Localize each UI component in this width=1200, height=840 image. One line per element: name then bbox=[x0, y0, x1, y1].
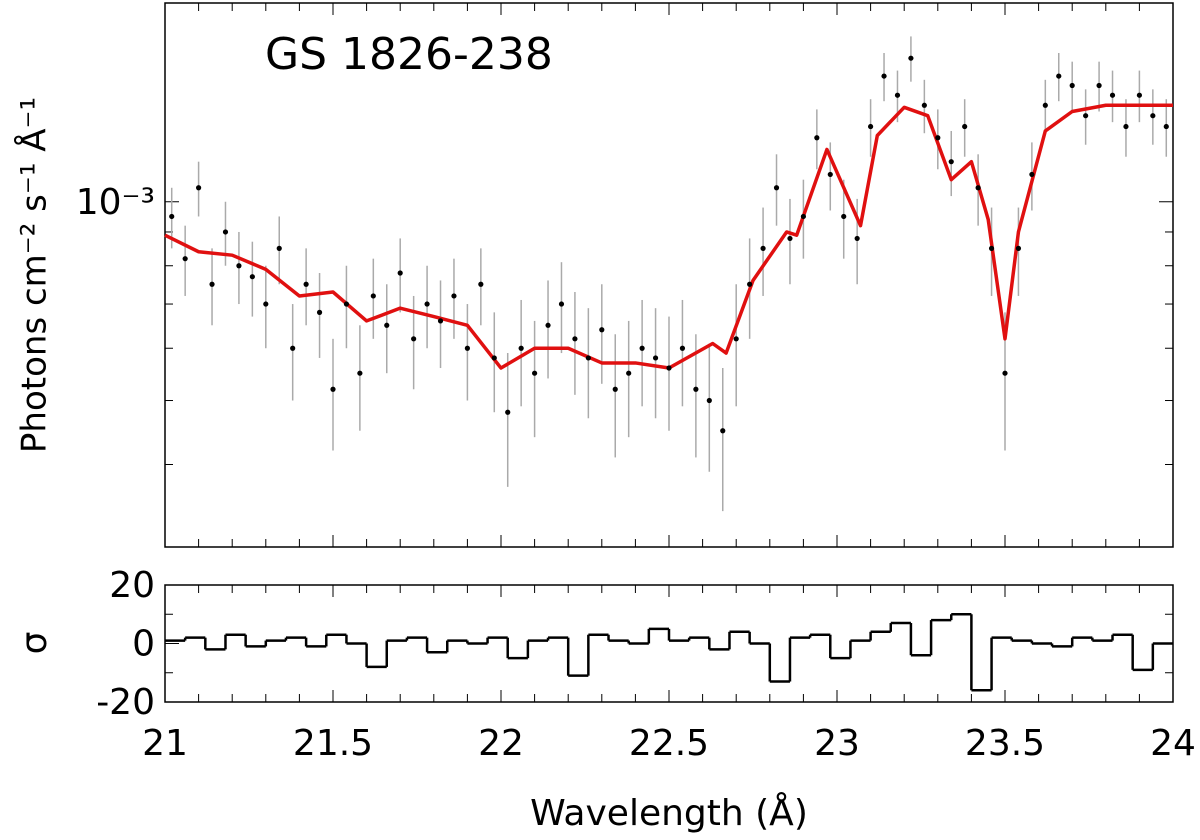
data-point bbox=[841, 213, 847, 220]
data-point bbox=[1136, 92, 1142, 98]
data-point bbox=[975, 185, 981, 191]
x-tick-label: 23 bbox=[814, 723, 860, 764]
data-point bbox=[720, 428, 726, 434]
data-point bbox=[894, 92, 901, 98]
data-point bbox=[545, 322, 551, 328]
data-point bbox=[303, 281, 309, 287]
data-point bbox=[693, 386, 699, 392]
data-point bbox=[1056, 73, 1062, 79]
data-point bbox=[988, 245, 995, 251]
data-point bbox=[599, 327, 605, 333]
data-point bbox=[612, 386, 618, 392]
data-point bbox=[733, 336, 739, 342]
top-frame bbox=[164, 2, 1174, 548]
y-tick-label: 10⁻³ bbox=[76, 182, 155, 223]
data-point bbox=[478, 281, 484, 287]
x-tick-label: 24 bbox=[1150, 723, 1196, 764]
data-point bbox=[1042, 102, 1048, 108]
data-point bbox=[814, 135, 820, 141]
data-point bbox=[182, 256, 188, 262]
data-point bbox=[787, 235, 793, 242]
data-point bbox=[169, 213, 175, 220]
data-point bbox=[881, 73, 887, 79]
data-point bbox=[1096, 82, 1102, 89]
data-point bbox=[921, 102, 927, 108]
data-point bbox=[236, 263, 242, 269]
data-point bbox=[437, 318, 444, 324]
bottom-frame bbox=[164, 584, 1174, 703]
data-point bbox=[1069, 82, 1075, 89]
data-point bbox=[962, 123, 968, 130]
data-point bbox=[196, 185, 202, 191]
data-point bbox=[666, 365, 672, 371]
data-point bbox=[263, 301, 269, 307]
x-axis-label: Wavelength (Å) bbox=[530, 791, 808, 834]
data-point bbox=[585, 355, 591, 361]
data-point bbox=[370, 293, 376, 299]
data-point bbox=[343, 301, 350, 307]
data-point bbox=[626, 370, 632, 376]
y-axis-label: Photons cm⁻² s⁻¹ Å⁻¹ bbox=[14, 97, 55, 453]
model-line bbox=[164, 103, 1173, 370]
data-point bbox=[464, 345, 470, 351]
x-tick-label: 23.5 bbox=[965, 723, 1045, 764]
data-point bbox=[652, 355, 659, 361]
annotation: GS 1826-238 bbox=[265, 29, 553, 80]
data-point bbox=[1083, 113, 1089, 119]
data-point bbox=[290, 345, 296, 351]
x-tick-label: 22 bbox=[478, 723, 524, 764]
x-tick-label: 21.5 bbox=[293, 723, 373, 764]
data-point bbox=[1015, 245, 1022, 251]
data-point bbox=[330, 386, 336, 392]
data-point bbox=[276, 245, 282, 251]
data-point bbox=[1163, 123, 1169, 130]
data-point bbox=[451, 293, 457, 299]
x-tick-label: 22.5 bbox=[629, 723, 709, 764]
data-point bbox=[357, 370, 363, 376]
data-point bbox=[222, 229, 229, 235]
data-point bbox=[1123, 123, 1129, 130]
data-point bbox=[491, 355, 497, 361]
data-point bbox=[558, 301, 565, 307]
data-point bbox=[706, 397, 712, 404]
data-point bbox=[935, 135, 941, 141]
data-point bbox=[1002, 370, 1008, 376]
data-point bbox=[908, 55, 914, 61]
data-point bbox=[1109, 92, 1116, 98]
data-point bbox=[518, 345, 524, 351]
y-tick-label: 20 bbox=[109, 565, 155, 606]
data-point bbox=[679, 345, 686, 351]
data-point bbox=[384, 322, 390, 328]
data-point bbox=[424, 301, 430, 307]
data-point bbox=[572, 336, 578, 342]
data-point bbox=[773, 185, 780, 191]
data-point bbox=[209, 281, 215, 287]
data-point bbox=[316, 309, 323, 315]
data-point bbox=[854, 235, 860, 242]
y-tick-label: -20 bbox=[96, 682, 155, 723]
data-point bbox=[505, 409, 511, 415]
data-point bbox=[800, 213, 807, 220]
data-point bbox=[948, 159, 954, 165]
data-point bbox=[397, 270, 403, 276]
data-point bbox=[532, 370, 538, 376]
x-tick-label: 21 bbox=[142, 723, 188, 764]
data-point bbox=[639, 345, 645, 351]
data-point bbox=[747, 281, 753, 287]
data-point bbox=[411, 336, 417, 342]
data-point bbox=[1029, 171, 1035, 178]
data-point bbox=[1150, 113, 1156, 119]
data-point bbox=[760, 245, 766, 251]
data-point bbox=[868, 123, 874, 130]
y-tick-label: 0 bbox=[132, 624, 155, 665]
data-point bbox=[827, 171, 833, 178]
y-axis-label: σ bbox=[14, 632, 55, 655]
data-point bbox=[249, 274, 255, 280]
